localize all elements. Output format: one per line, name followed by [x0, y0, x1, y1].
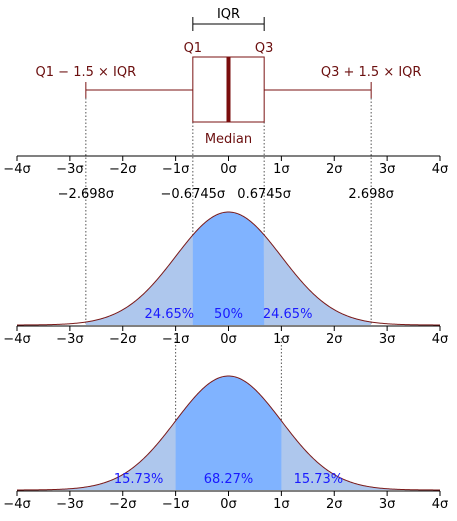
- axis-tick-label: 4σ: [432, 497, 449, 512]
- axis-tick-label: −4σ: [3, 162, 30, 177]
- quantile-value-label: −2.698σ: [58, 187, 114, 202]
- density-bottom-left-percent: 15.73%: [114, 472, 164, 487]
- axis-tick-label: 2σ: [326, 332, 343, 347]
- axis-tick-label: 2σ: [326, 497, 343, 512]
- axis-tick-label: 2σ: [326, 162, 343, 177]
- sigma-axis-middle: −4σ −3σ −2σ −1σ 0σ 1σ 2σ 3σ 4σ: [3, 325, 449, 347]
- iqr-label: IQR: [217, 7, 240, 22]
- density-top-center-percent: 50%: [214, 307, 243, 322]
- density-curve: [17, 211, 440, 326]
- density-bottom-right-percent: 15.73%: [294, 472, 344, 487]
- central-region: [175, 376, 282, 490]
- axis-tick-label: 0σ: [220, 497, 237, 512]
- sigma-axis-bottom: −4σ −3σ −2σ −1σ 0σ 1σ 2σ 3σ 4σ: [3, 490, 449, 512]
- box-plot: IQR Q1 Q3 Q1 − 1.5 × IQR Q3 + 1.5 × IQR …: [36, 7, 422, 147]
- q1-label: Q1: [184, 41, 203, 56]
- axis-tick-label: −3σ: [56, 162, 83, 177]
- axis-tick-label: −1σ: [162, 497, 189, 512]
- axis-tick-label: 3σ: [379, 497, 396, 512]
- axis-tick-label: 1σ: [273, 497, 290, 512]
- axis-tick-label: −4σ: [3, 332, 30, 347]
- axis-tick-label: 4σ: [432, 332, 449, 347]
- axis-tick-label: −1σ: [162, 332, 189, 347]
- central-region: [192, 212, 265, 325]
- quantile-value-labels: −2.698σ −0.6745σ 0.6745σ 2.698σ: [58, 187, 394, 202]
- sigma-axis-top: −4σ −3σ −2σ −1σ 0σ 1σ 2σ 3σ 4σ: [3, 155, 449, 177]
- axis-tick-label: −3σ: [56, 332, 83, 347]
- quantile-value-label: 0.6745σ: [237, 187, 291, 202]
- axis-tick-label: −4σ: [3, 497, 30, 512]
- density-bottom-center-percent: 68.27%: [204, 472, 254, 487]
- axis-tick-label: 3σ: [379, 162, 396, 177]
- axis-tick-label: −2σ: [109, 497, 136, 512]
- density-top-right-percent: 24.65%: [263, 307, 313, 322]
- normal-density-one-sigma: [17, 375, 440, 491]
- median-label: Median: [205, 132, 252, 147]
- lower-whisker-label: Q1 − 1.5 × IQR: [36, 65, 137, 80]
- axis-tick-label: −1σ: [162, 162, 189, 177]
- axis-tick-label: −2σ: [109, 332, 136, 347]
- normal-density-quartiles: [17, 211, 440, 326]
- axis-tick-label: 3σ: [379, 332, 396, 347]
- axis-tick-label: −2σ: [109, 162, 136, 177]
- axis-tick-label: 0σ: [220, 162, 237, 177]
- upper-whisker-label: Q3 + 1.5 × IQR: [321, 65, 422, 80]
- density-top-left-percent: 24.65%: [145, 307, 195, 322]
- quantile-value-label: −0.6745σ: [161, 187, 226, 202]
- axis-tick-label: 0σ: [220, 332, 237, 347]
- axis-tick-label: 4σ: [432, 162, 449, 177]
- axis-tick-label: −3σ: [56, 497, 83, 512]
- q3-label: Q3: [255, 41, 274, 56]
- axis-tick-label: 1σ: [273, 162, 290, 177]
- density-curve: [17, 375, 440, 491]
- axis-tick-label: 1σ: [273, 332, 290, 347]
- quantile-value-label: 2.698σ: [348, 187, 393, 202]
